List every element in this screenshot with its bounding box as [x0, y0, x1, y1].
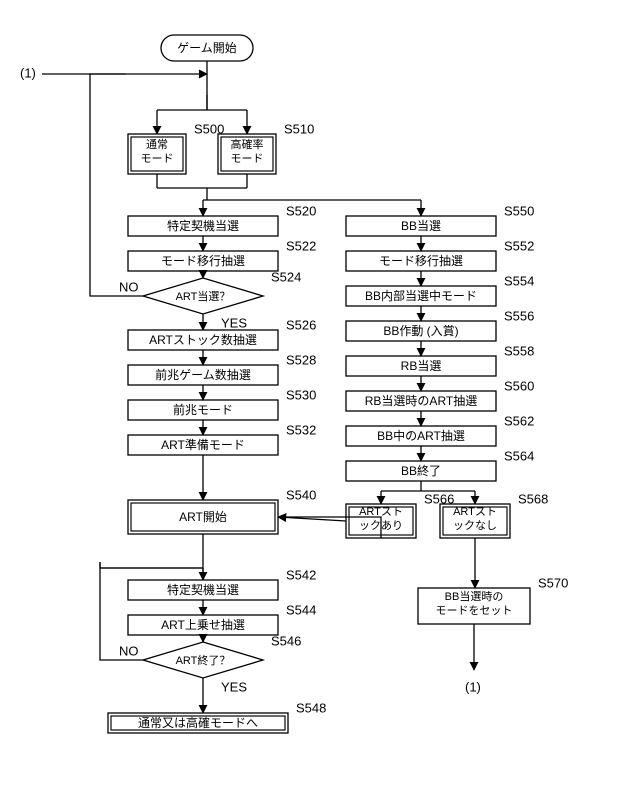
- svg-text:BB作動 (入賞): BB作動 (入賞): [383, 324, 458, 338]
- svg-text:NO: NO: [119, 279, 139, 294]
- svg-text:S532: S532: [286, 422, 316, 437]
- svg-text:ART上乗せ抽選: ART上乗せ抽選: [161, 618, 245, 632]
- svg-text:ックなし: ックなし: [453, 519, 497, 532]
- svg-text:YES: YES: [221, 315, 247, 330]
- svg-text:BB当選: BB当選: [401, 219, 441, 233]
- svg-text:ゲーム開始: ゲーム開始: [177, 41, 237, 55]
- svg-text:S564: S564: [504, 448, 534, 463]
- svg-text:通常: 通常: [146, 138, 168, 151]
- svg-text:通常又は高確モードへ: 通常又は高確モードへ: [138, 715, 258, 730]
- svg-text:BB当選時の: BB当選時の: [445, 589, 504, 603]
- svg-text:S526: S526: [286, 317, 316, 332]
- svg-text:NO: NO: [119, 643, 139, 658]
- svg-text:S546: S546: [271, 633, 301, 648]
- svg-text:BB終了: BB終了: [401, 463, 441, 478]
- svg-text:特定契機当選: 特定契機当選: [167, 218, 239, 233]
- svg-text:BB内部当選中モード: BB内部当選中モード: [365, 288, 477, 303]
- svg-text:ARTスト: ARTスト: [359, 506, 403, 518]
- svg-text:S510: S510: [284, 121, 314, 136]
- svg-text:S558: S558: [504, 343, 534, 358]
- svg-text:ART当選？: ART当選？: [176, 289, 231, 303]
- svg-text:ART開始: ART開始: [179, 510, 227, 524]
- svg-text:S528: S528: [286, 352, 316, 367]
- svg-text:(1): (1): [20, 65, 36, 80]
- svg-text:S560: S560: [504, 378, 534, 393]
- svg-text:モードをセット: モードをセット: [436, 604, 513, 617]
- svg-text:RB当選時のART抽選: RB当選時のART抽選: [365, 394, 477, 408]
- svg-text:(1): (1): [465, 679, 481, 694]
- svg-text:S550: S550: [504, 203, 534, 218]
- svg-text:モード: モード: [231, 153, 264, 165]
- svg-text:ART準備モード: ART準備モード: [161, 437, 245, 452]
- svg-text:S554: S554: [504, 273, 534, 288]
- svg-text:S530: S530: [286, 387, 316, 402]
- svg-text:S540: S540: [286, 487, 316, 502]
- svg-text:特定契機当選: 特定契機当選: [167, 582, 239, 597]
- svg-text:S522: S522: [286, 238, 316, 253]
- svg-text:高確率: 高確率: [231, 137, 264, 151]
- svg-text:前兆ゲーム数抽選: 前兆ゲーム数抽選: [155, 367, 251, 382]
- svg-text:BB中のART抽選: BB中のART抽選: [377, 428, 465, 443]
- svg-text:ARTストック数抽選: ARTストック数抽選: [149, 332, 257, 347]
- svg-text:ARTスト: ARTスト: [453, 506, 497, 518]
- svg-text:S520: S520: [286, 203, 316, 218]
- svg-text:S524: S524: [271, 269, 301, 284]
- svg-text:S542: S542: [286, 567, 316, 582]
- svg-text:前兆モード: 前兆モード: [173, 402, 233, 417]
- svg-text:モード移行抽選: モード移行抽選: [379, 254, 463, 268]
- svg-text:S568: S568: [518, 491, 548, 506]
- svg-text:S552: S552: [504, 238, 534, 253]
- svg-text:モード: モード: [141, 153, 174, 165]
- svg-text:S556: S556: [504, 308, 534, 323]
- svg-text:S548: S548: [296, 700, 326, 715]
- svg-text:モード移行抽選: モード移行抽選: [161, 254, 245, 268]
- svg-text:S562: S562: [504, 413, 534, 428]
- svg-text:YES: YES: [221, 679, 247, 694]
- svg-text:RB当選: RB当選: [401, 359, 442, 373]
- svg-text:ART終了？: ART終了？: [176, 653, 231, 667]
- svg-text:S570: S570: [538, 575, 568, 590]
- svg-text:S544: S544: [286, 602, 316, 617]
